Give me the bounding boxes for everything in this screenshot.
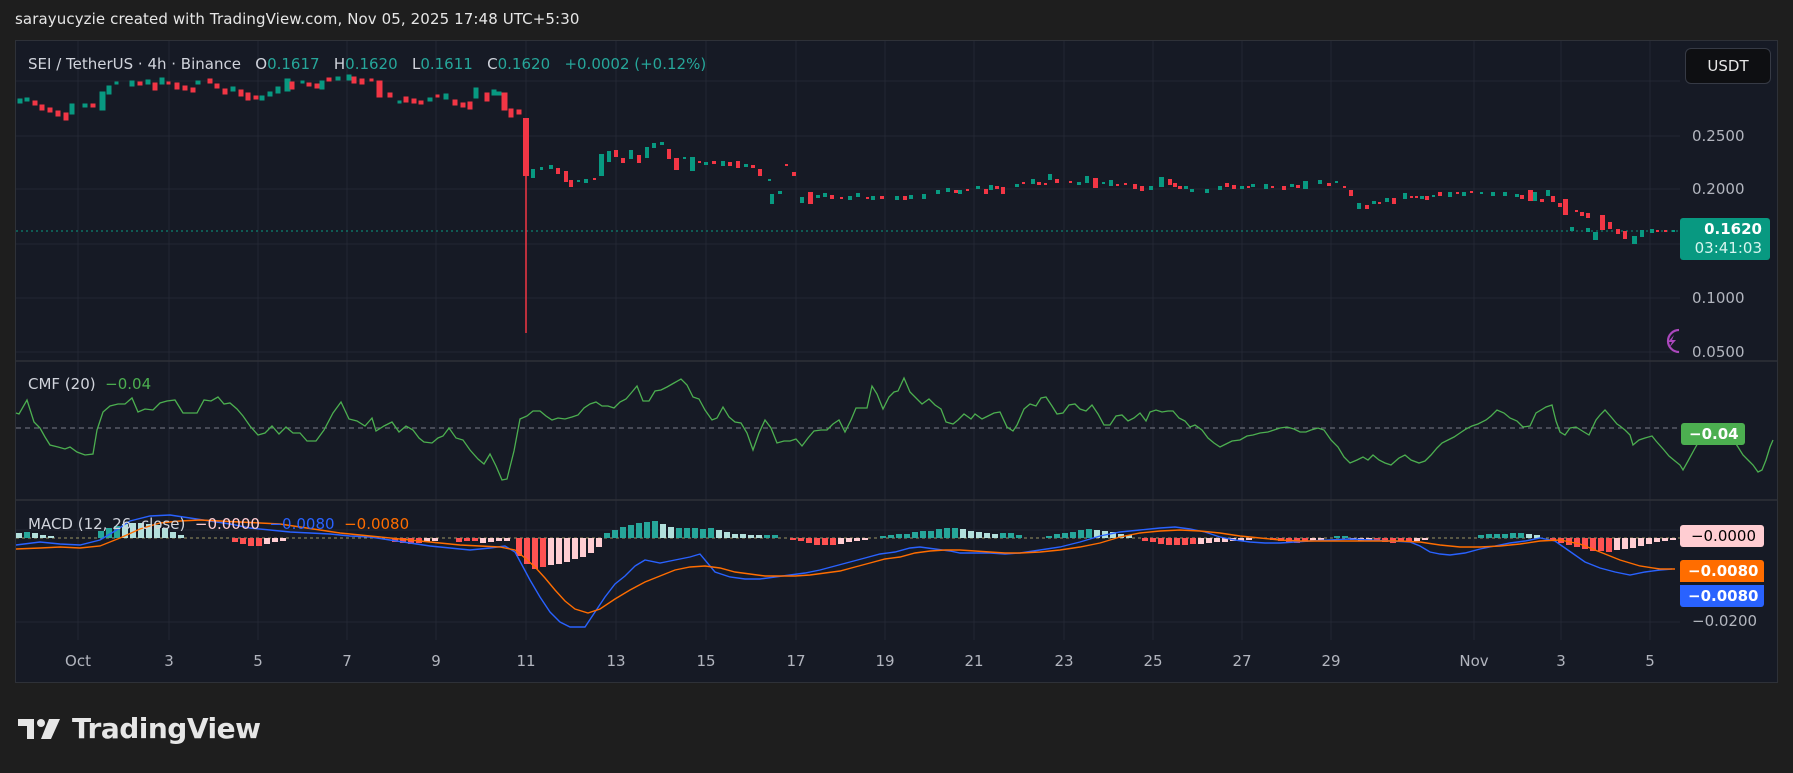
low-value: 0.1611 xyxy=(420,55,473,73)
macd-signal-value: −0.0080 xyxy=(344,515,410,533)
pane-separator[interactable] xyxy=(16,360,1777,501)
symbol-legend[interactable]: SEI / TetherUS · 4h · Binance O0.1617 H0… xyxy=(28,55,706,73)
price-candles xyxy=(17,74,1675,333)
macd-histogram xyxy=(16,521,1676,569)
chart-caption: sarayucyzie created with TradingView.com… xyxy=(15,10,580,28)
x-axis-label: 23 xyxy=(1054,652,1074,670)
macd-title: MACD (12, 26, close) xyxy=(28,515,186,533)
macd-line-tag: −0.0080 xyxy=(1680,585,1764,607)
high-label: H xyxy=(333,55,346,73)
x-axis-label: 25 xyxy=(1143,652,1163,670)
x-axis-label: 21 xyxy=(964,652,984,670)
signal-line xyxy=(15,519,1675,614)
x-axis-label: 3 xyxy=(1556,652,1566,670)
macd-line xyxy=(15,514,1673,628)
x-axis-label: 13 xyxy=(606,652,626,670)
high-value: 0.1620 xyxy=(345,55,398,73)
x-axis-label: 19 xyxy=(875,652,895,670)
x-axis-label: 5 xyxy=(1645,652,1655,670)
price-change: +0.0002 (+0.12%) xyxy=(564,55,707,73)
close-label: C xyxy=(487,55,498,73)
macd-hist-value: −0.0000 xyxy=(194,515,260,533)
x-axis-label: 27 xyxy=(1232,652,1252,670)
tradingview-logo-icon xyxy=(18,718,60,739)
tradingview-wordmark: TradingView xyxy=(72,712,261,745)
cmf-line xyxy=(15,376,1774,481)
cmf-title: CMF (20) xyxy=(28,375,96,393)
lightning-icon[interactable] xyxy=(1660,327,1680,355)
open-value: 0.1617 xyxy=(267,55,320,73)
price-axis-label: 0.1000 xyxy=(1692,289,1745,307)
x-axis-label: 3 xyxy=(164,652,174,670)
last-price-tag: 0.1620 03:41:03 xyxy=(1680,218,1770,260)
cmf-legend[interactable]: CMF (20) −0.04 xyxy=(28,375,151,393)
x-axis-label: 29 xyxy=(1321,652,1341,670)
x-axis-label: Nov xyxy=(1459,652,1489,670)
cmf-value: −0.04 xyxy=(105,375,152,393)
last-price-value: 0.1620 xyxy=(1704,220,1762,238)
macd-axis-label: −0.0200 xyxy=(1692,612,1758,630)
x-axis-label: Oct xyxy=(65,652,91,670)
grid-vertical xyxy=(77,41,1651,640)
bar-countdown: 03:41:03 xyxy=(1694,239,1762,257)
macd-hist-tag: −0.0000 xyxy=(1680,525,1764,547)
macd-line-value: −0.0080 xyxy=(269,515,335,533)
grid-horizontal xyxy=(16,80,1680,623)
close-value: 0.1620 xyxy=(497,55,551,73)
currency-button[interactable]: USDT xyxy=(1685,48,1771,84)
x-axis-label: 9 xyxy=(431,652,441,670)
x-axis-label: 15 xyxy=(696,652,716,670)
x-axis-label: 5 xyxy=(253,652,263,670)
macd-signal-tag: −0.0080 xyxy=(1680,560,1764,582)
open-label: O xyxy=(255,55,268,73)
macd-legend[interactable]: MACD (12, 26, close) −0.0000 −0.0080 −0.… xyxy=(28,515,409,533)
x-axis-label: 17 xyxy=(786,652,806,670)
cmf-value-tag: −0.04 xyxy=(1681,423,1745,445)
symbol-title: SEI / TetherUS · 4h · Binance xyxy=(28,55,241,73)
tradingview-logo: TradingView xyxy=(18,712,261,745)
low-label: L xyxy=(411,55,421,73)
price-axis-label: 0.2000 xyxy=(1692,180,1745,198)
price-axis-label: 0.0500 xyxy=(1692,343,1745,361)
price-axis-label: 0.2500 xyxy=(1692,127,1745,145)
x-axis-label: 11 xyxy=(516,652,536,670)
x-axis-label: 7 xyxy=(342,652,352,670)
